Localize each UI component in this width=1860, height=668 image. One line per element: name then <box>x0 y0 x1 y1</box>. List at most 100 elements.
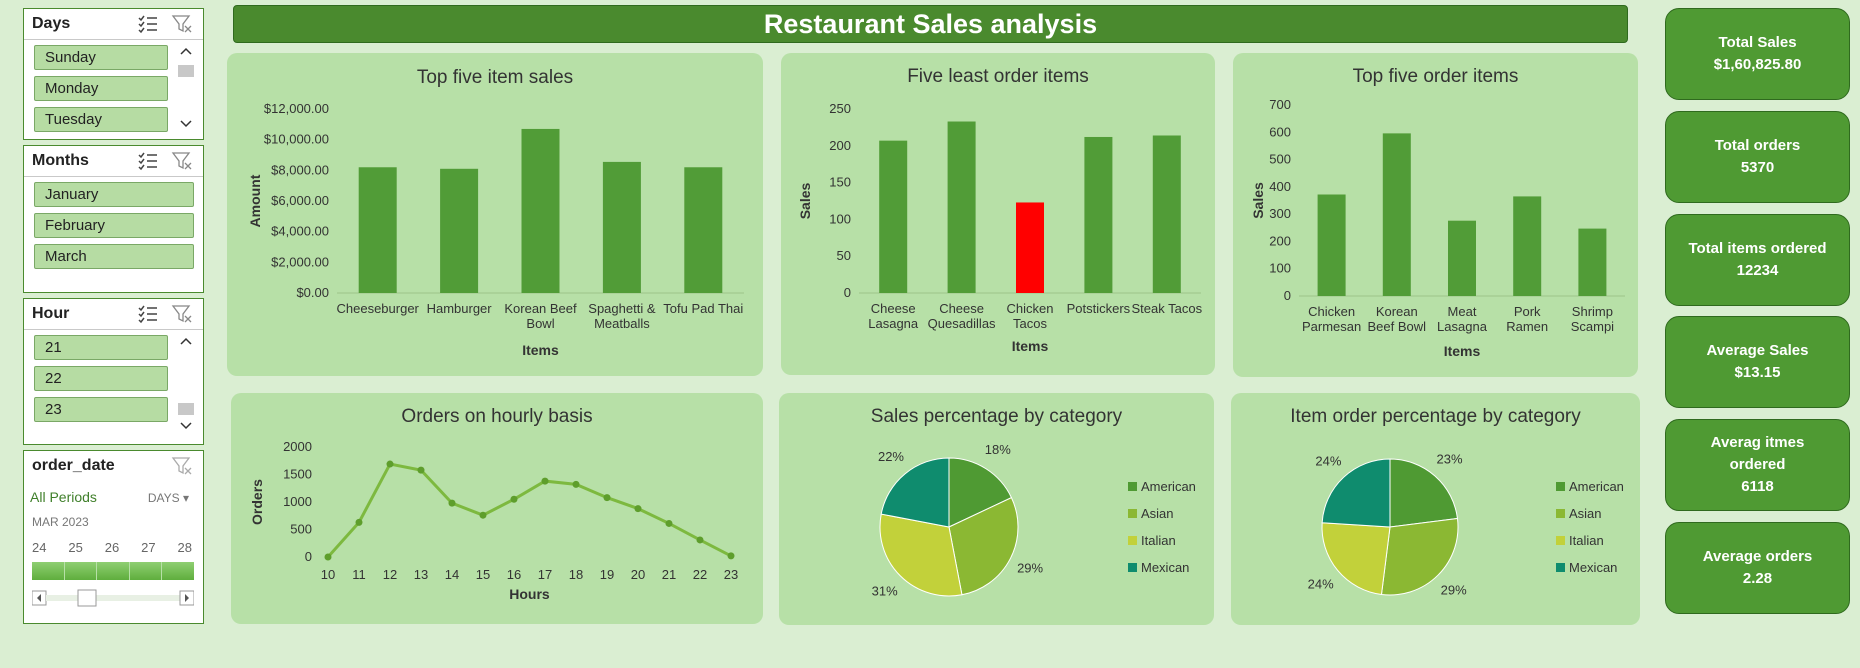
timeline-scrollbar[interactable] <box>32 589 194 607</box>
chart-title: Top five order items <box>1352 66 1519 87</box>
multi-select-icon[interactable] <box>137 151 159 171</box>
item-order-percentage-panel: Item order percentage by category 23% 29%… <box>1231 393 1640 625</box>
legend-swatch <box>1556 482 1565 491</box>
days-scrollbar[interactable] <box>178 45 194 135</box>
y-tick-label: 2000 <box>283 439 312 454</box>
kpi-value: $1,60,825.80 <box>1713 56 1802 73</box>
y-tick-label: $2,000.00 <box>271 254 329 269</box>
x-tick-label: Lasagna <box>868 316 919 331</box>
slicer-item-21[interactable]: 21 <box>34 335 168 360</box>
months-slicer-header: Months <box>24 146 203 177</box>
slicer-item-monday[interactable]: Monday <box>34 76 168 101</box>
bar <box>1084 136 1113 293</box>
x-tick-label: Meat <box>1448 304 1477 319</box>
data-point <box>510 495 518 503</box>
slicer-item-23[interactable]: 23 <box>34 397 168 422</box>
y-tick-label: 150 <box>829 175 851 190</box>
data-point <box>417 466 425 474</box>
slicer-item-january[interactable]: January <box>34 182 194 207</box>
x-tick-label: 15 <box>476 567 490 582</box>
x-tick-label: Tofu Pad Thai <box>663 301 743 316</box>
scroll-down-icon <box>180 422 192 430</box>
timeline-day[interactable]: 28 <box>177 540 192 555</box>
slicer-item-march[interactable]: March <box>34 244 194 269</box>
x-tick-label: Quesadillas <box>928 316 996 331</box>
clear-filter-icon[interactable] <box>171 151 193 171</box>
kpi-average-orders: Average orders 2.28 <box>1665 522 1850 614</box>
bar <box>1578 228 1607 296</box>
timeline-scroll-thumb <box>77 589 97 607</box>
x-tick-label: 16 <box>507 567 521 582</box>
x-tick-label: Tacos <box>1013 316 1047 331</box>
x-tick-label: Cheeseburger <box>337 301 420 316</box>
multi-select-icon[interactable] <box>137 14 159 34</box>
kpi-value: 12234 <box>1736 262 1779 279</box>
x-tick-label: Ramen <box>1506 319 1548 334</box>
slicer-item-february[interactable]: February <box>34 213 194 238</box>
bar <box>358 167 397 293</box>
months-slicer-title: Months <box>32 152 89 169</box>
clear-filter-icon[interactable] <box>171 14 193 34</box>
timeline-bar[interactable] <box>32 562 194 580</box>
timeline-day[interactable]: 26 <box>104 540 120 555</box>
data-point <box>634 505 642 513</box>
legend-label: Mexican <box>1569 560 1617 575</box>
kpi-value: 5370 <box>1740 159 1775 176</box>
slicer-item-tuesday[interactable]: Tuesday <box>34 107 168 132</box>
x-tick-label: Meatballs <box>594 316 650 331</box>
pie-slice <box>1321 458 1391 528</box>
hour-scrollbar[interactable] <box>178 335 194 435</box>
pie-slice <box>880 457 950 528</box>
legend-label: Asian <box>1569 506 1602 521</box>
timeline-day[interactable]: 25 <box>68 540 83 555</box>
bar <box>1317 194 1346 296</box>
timeline-day[interactable]: 27 <box>141 540 156 555</box>
slicer-item-sunday[interactable]: Sunday <box>34 45 168 70</box>
kpi-total-items-ordered: Total items ordered 12234 <box>1665 214 1850 306</box>
clear-filter-icon[interactable] <box>171 456 193 476</box>
bar <box>602 161 641 293</box>
y-tick-label: $4,000.00 <box>271 224 329 239</box>
y-tick-label: $12,000.00 <box>264 101 329 116</box>
pie-slice <box>1380 517 1459 596</box>
kpi-total-orders: Total orders 5370 <box>1665 111 1850 203</box>
timeline-day[interactable]: 24 <box>32 540 47 555</box>
x-tick-label: Beef Bowl <box>1368 319 1427 334</box>
pie-data-label: 22% <box>878 449 904 464</box>
pie-slice <box>1389 458 1459 528</box>
y-tick-label: 500 <box>1269 152 1291 167</box>
clear-filter-icon[interactable] <box>171 304 193 324</box>
scroll-up-icon <box>180 337 192 345</box>
order-date-timeline: order_date All Periods DAYS ▾ MAR 2023 2… <box>23 450 204 624</box>
bar <box>879 140 908 293</box>
kpi-average-sales: Average Sales $13.15 <box>1665 316 1850 408</box>
pie-data-label: 18% <box>985 442 1011 457</box>
legend-swatch <box>1556 509 1565 518</box>
scroll-down-icon <box>180 120 192 128</box>
bar <box>1448 220 1476 296</box>
chart-title: Top five item sales <box>416 67 574 88</box>
five-least-order-items-panel: Five least order items 0 50 100 150 200 250 Ch… <box>781 53 1215 375</box>
legend-label: Mexican <box>1141 560 1189 575</box>
days-slicer: Days Sunday Monday Tuesday <box>23 8 204 140</box>
kpi-total-sales: Total Sales $1,60,825.80 <box>1665 8 1850 100</box>
kpi-value: $13.15 <box>1734 364 1781 381</box>
y-tick-label: $0.00 <box>296 285 329 300</box>
multi-select-icon[interactable] <box>137 304 159 324</box>
x-tick-label: 22 <box>693 567 707 582</box>
y-tick-label: 0 <box>1284 288 1291 303</box>
scroll-left-icon <box>37 594 41 602</box>
x-tick-label: 13 <box>414 567 428 582</box>
timeline-unit-dropdown[interactable]: DAYS ▾ <box>148 491 189 505</box>
legend-swatch <box>1128 563 1137 572</box>
y-tick-label: 300 <box>1269 206 1291 221</box>
x-tick-label: 21 <box>662 567 676 582</box>
timeline-header: order_date <box>24 451 203 481</box>
slicer-item-22[interactable]: 22 <box>34 366 168 391</box>
y-tick-label: 200 <box>829 138 851 153</box>
scroll-up-icon <box>180 47 192 55</box>
bar <box>521 128 560 293</box>
pie-data-label: 24% <box>1308 576 1334 591</box>
pie-slice <box>1321 522 1391 596</box>
days-slicer-title: Days <box>32 15 71 32</box>
